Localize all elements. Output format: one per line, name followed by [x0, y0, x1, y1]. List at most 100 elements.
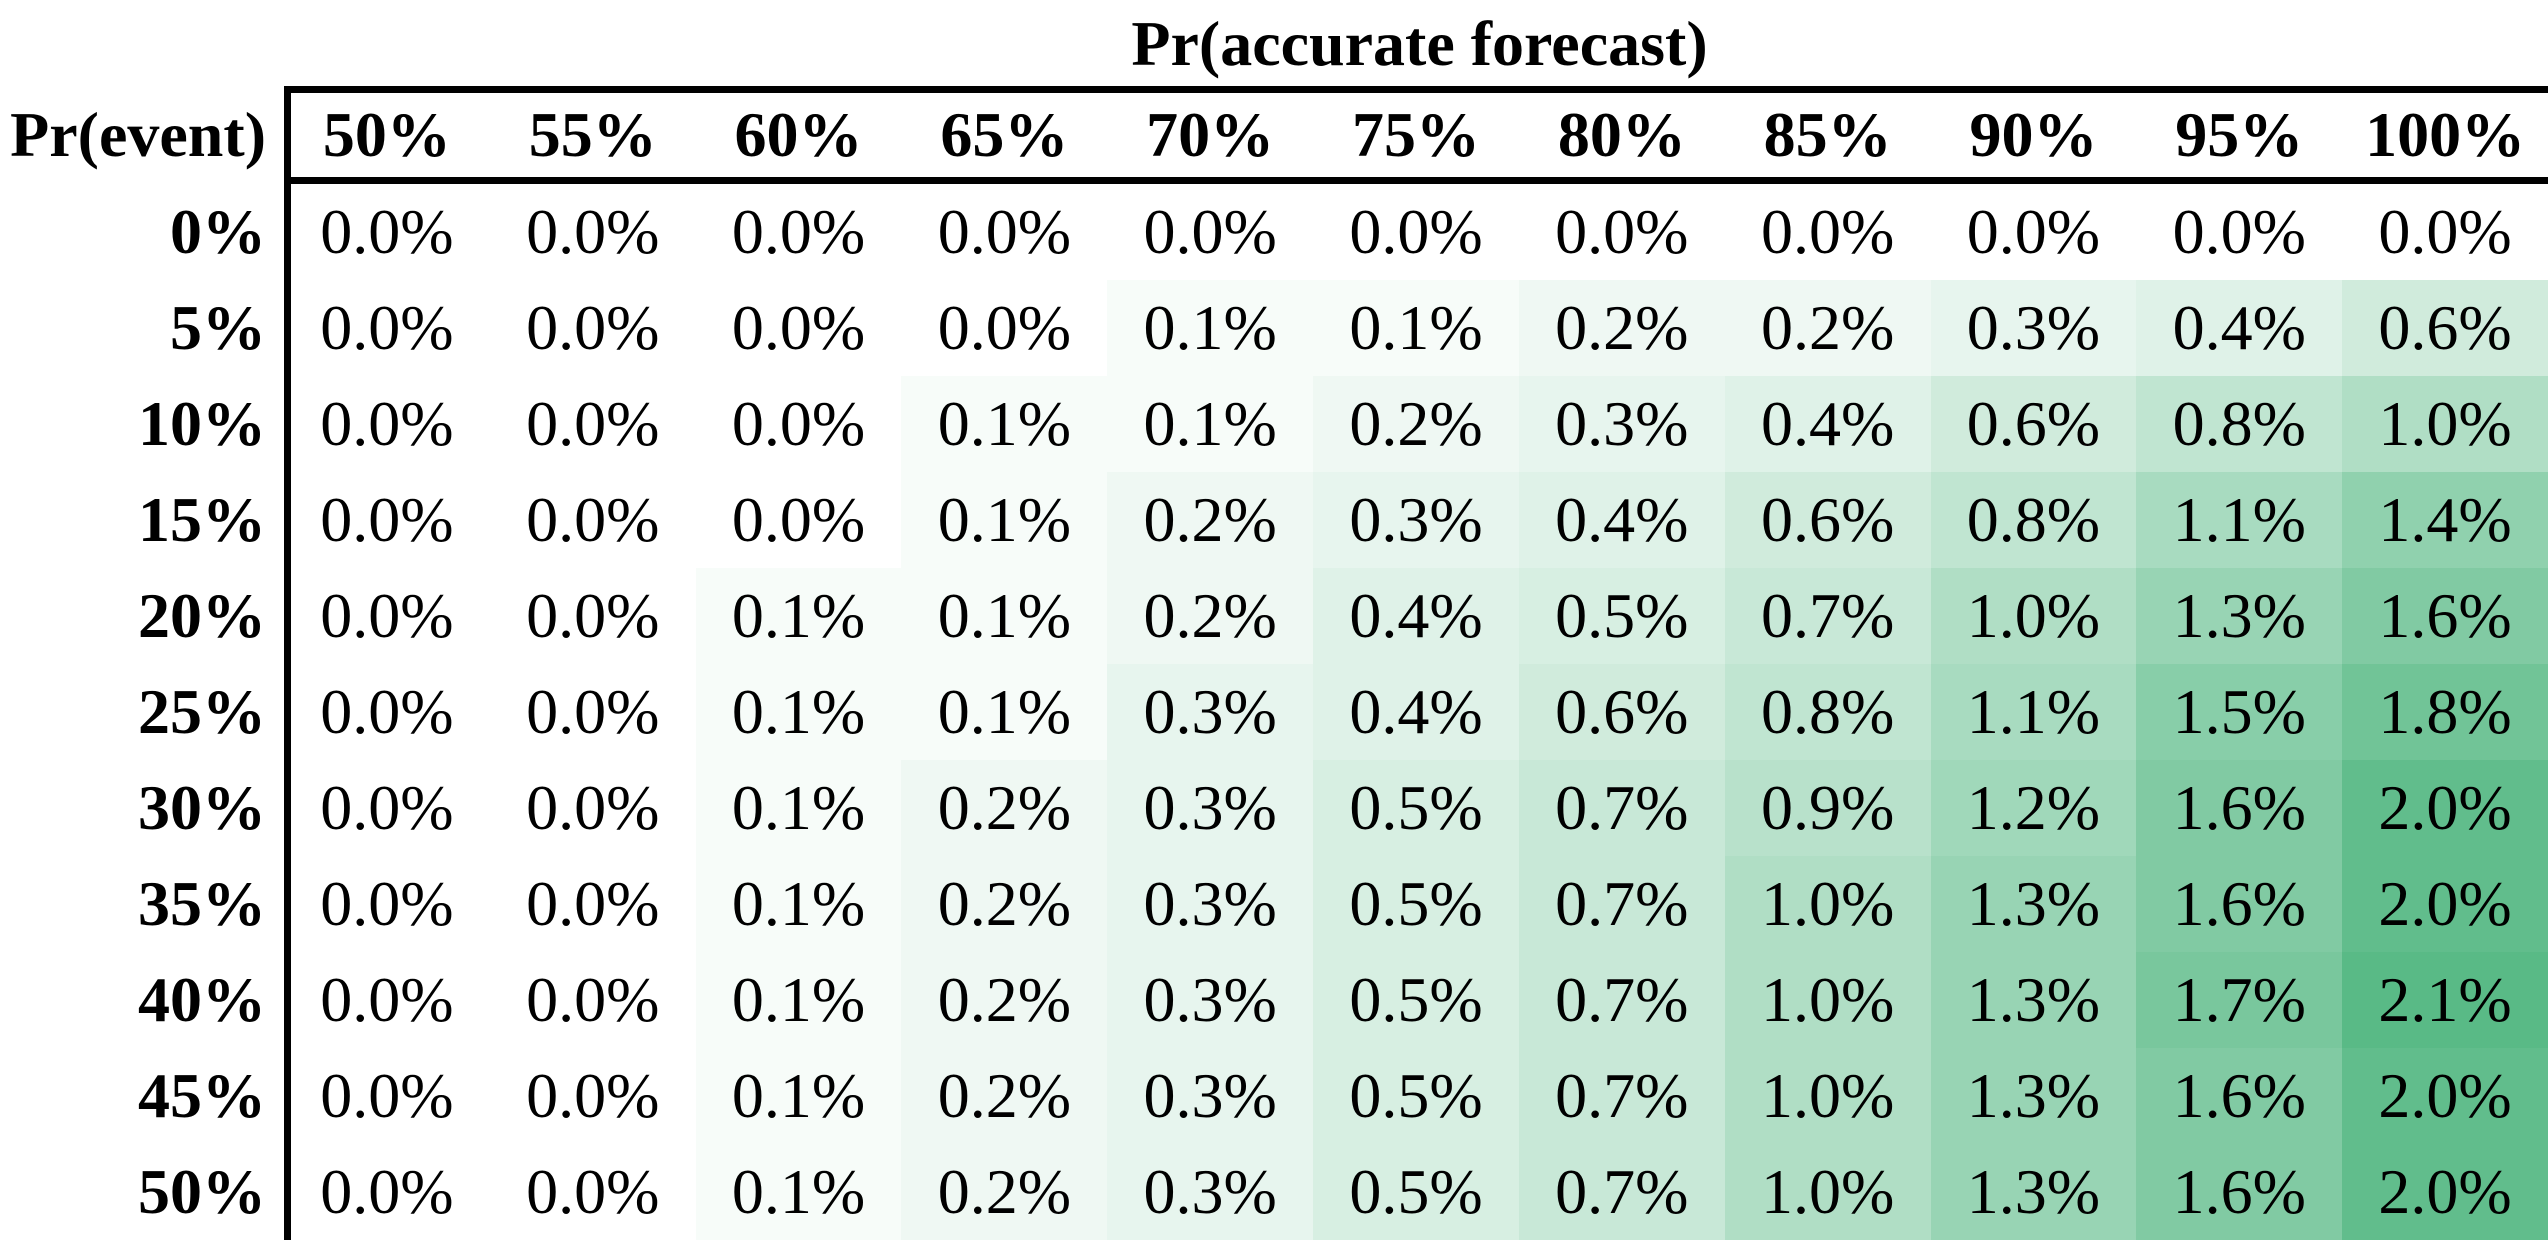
heatmap-cell: 1.6% [2136, 856, 2343, 952]
heatmap-cell: 0.1% [695, 1144, 902, 1240]
heatmap-cell: 0.2% [1313, 376, 1519, 472]
heatmap-cell: 0.1% [1107, 280, 1314, 376]
heatmap-cell: 0.6% [2342, 280, 2548, 376]
heatmap-cell: 0.3% [1107, 664, 1314, 760]
heatmap-cell: 0.0% [284, 184, 490, 280]
heatmap-cell: 1.3% [1930, 856, 2137, 952]
heatmap-cell: 1.8% [2342, 664, 2548, 760]
heatmap-cell: 0.3% [1313, 472, 1519, 568]
heatmap-cell: 0.1% [695, 664, 902, 760]
heatmap-cell: 2.1% [2342, 952, 2548, 1048]
heatmap-cell: 0.4% [1313, 664, 1519, 760]
heatmap-cell: 0.4% [2136, 280, 2343, 376]
col-header-60%: 60% [734, 98, 863, 170]
heatmap-cell: 0.3% [1107, 1144, 1314, 1240]
col-header-70%: 70% [1146, 98, 1275, 170]
heatmap-cell: 0.2% [1107, 472, 1314, 568]
heatmap-cell: 0.0% [284, 472, 490, 568]
heatmap-cell: 0.1% [1313, 280, 1519, 376]
row-header-30%: 30% [138, 772, 266, 843]
heatmap-cell: 0.1% [1107, 376, 1314, 472]
heatmap-cell: 0.0% [489, 184, 696, 280]
heatmap-cell: 1.6% [2136, 1144, 2343, 1240]
heatmap-cell: 0.3% [1107, 856, 1314, 952]
heatmap-cell: 0.5% [1313, 1144, 1519, 1240]
heatmap-cell: 0.5% [1313, 1048, 1519, 1144]
heatmap-cell: 0.3% [1107, 760, 1314, 856]
heatmap-cell: 0.3% [1107, 1048, 1314, 1144]
table-left-border [284, 86, 291, 1240]
heatmap-cell: 0.3% [1518, 376, 1725, 472]
heatmap-cell: 0.0% [489, 568, 696, 664]
heatmap-cell: 2.0% [2342, 760, 2548, 856]
col-header-75%: 75% [1351, 98, 1480, 170]
heatmap-cell: 0.0% [901, 184, 1108, 280]
heatmap-cell: 1.6% [2136, 760, 2343, 856]
heatmap-cell: 0.0% [284, 760, 490, 856]
heatmap-cell: 0.7% [1518, 1048, 1725, 1144]
heatmap-cell: 0.1% [901, 472, 1108, 568]
heatmap-cell: 0.1% [695, 568, 902, 664]
row-header-50%: 50% [138, 1156, 266, 1227]
heatmap-cell: 1.0% [2342, 376, 2548, 472]
heatmap-cell: 1.3% [1930, 952, 2137, 1048]
heatmap-cell: 0.8% [1930, 472, 2137, 568]
heatmap-cell: 2.0% [2342, 1048, 2548, 1144]
heatmap-cell: 0.2% [901, 856, 1108, 952]
heatmap-cell: 0.0% [1107, 184, 1314, 280]
heatmap-cell: 0.4% [1518, 472, 1725, 568]
heatmap-cell: 0.3% [1107, 952, 1314, 1048]
heatmap-cell: 0.1% [901, 376, 1108, 472]
heatmap-cell: 0.2% [901, 760, 1108, 856]
heatmap-cell: 0.0% [489, 472, 696, 568]
heatmap-cell: 0.8% [1724, 664, 1931, 760]
col-header-55%: 55% [528, 98, 657, 170]
heatmap-cell: 0.6% [1724, 472, 1931, 568]
table-top-border [284, 86, 2548, 93]
heatmap-cell: 2.0% [2342, 856, 2548, 952]
heatmap-cell: 0.0% [284, 952, 490, 1048]
heatmap-cell: 0.2% [901, 1048, 1108, 1144]
heatmap-cell: 0.0% [284, 568, 490, 664]
heatmap-cell: 0.0% [695, 472, 902, 568]
row-header-5%: 5% [170, 292, 266, 363]
heatmap-cell: 0.0% [284, 376, 490, 472]
heatmap-cell: 1.0% [1724, 1144, 1931, 1240]
heatmap-cell: 0.9% [1724, 760, 1931, 856]
heatmap-cell: 0.5% [1313, 760, 1519, 856]
heatmap-cell: 0.0% [284, 664, 490, 760]
heatmap-cell: 1.6% [2136, 1048, 2343, 1144]
heatmap-cell: 1.4% [2342, 472, 2548, 568]
heatmap-cell: 0.0% [1724, 184, 1931, 280]
row-header-20%: 20% [138, 580, 266, 651]
row-header-45%: 45% [138, 1060, 266, 1131]
heatmap-cell: 0.0% [2342, 184, 2548, 280]
heatmap-cell: 1.7% [2136, 952, 2343, 1048]
heatmap-cell: 0.7% [1518, 1144, 1725, 1240]
heatmap-cell: 0.0% [695, 280, 902, 376]
heatmap-cell: 0.0% [489, 856, 696, 952]
heatmap-cell: 0.1% [901, 664, 1108, 760]
heatmap-cell: 0.4% [1724, 376, 1931, 472]
heatmap-cell: 0.2% [901, 952, 1108, 1048]
heatmap-cell: 1.6% [2342, 568, 2548, 664]
heatmap-cell: 0.0% [489, 376, 696, 472]
heatmap-cell: 0.0% [489, 664, 696, 760]
heatmap-cell: 0.7% [1724, 568, 1931, 664]
row-header-10%: 10% [138, 388, 266, 459]
col-header-50%: 50% [322, 98, 451, 170]
row-header-0%: 0% [170, 196, 266, 267]
heatmap-cell: 0.6% [1518, 664, 1725, 760]
header-bottom-border [284, 177, 2548, 184]
heatmap-cell: 0.0% [489, 760, 696, 856]
heatmap-cell: 0.1% [901, 568, 1108, 664]
heatmap-cell: 0.2% [1518, 280, 1725, 376]
row-header-40%: 40% [138, 964, 266, 1035]
col-header-95%: 95% [2175, 98, 2304, 170]
heatmap-cell: 0.0% [489, 1144, 696, 1240]
heatmap-cell: 0.0% [489, 952, 696, 1048]
col-header-90%: 90% [1969, 98, 2098, 170]
heatmap-cell: 0.7% [1518, 952, 1725, 1048]
row-header-25%: 25% [138, 676, 266, 747]
heatmap-cell: 0.5% [1518, 568, 1725, 664]
